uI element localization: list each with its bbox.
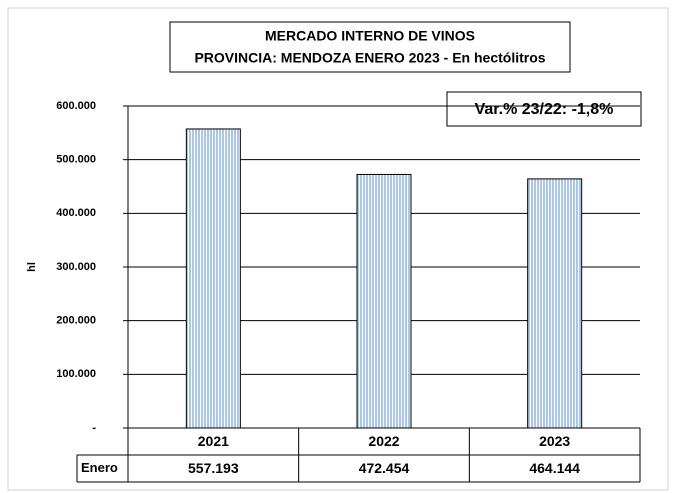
x-tick-label: 2021 [198, 433, 229, 449]
chart-title: MERCADO INTERNO DE VINOS [265, 28, 475, 44]
legend-label: Enero [81, 460, 118, 475]
data-label: 464.144 [529, 460, 580, 476]
y-tick-label: 400.000 [56, 207, 96, 219]
x-tick-label: 2023 [539, 433, 570, 449]
y-tick-label: 500.000 [56, 154, 96, 166]
y-tick-label: 600.000 [56, 100, 96, 112]
y-tick-label: 100.000 [56, 368, 96, 380]
y-tick-label: - [92, 422, 96, 434]
data-label: 472.454 [359, 460, 410, 476]
y-tick-label: 300.000 [56, 261, 96, 273]
title-box [169, 21, 571, 73]
annotation: Var.% 23/22: -1,8% [475, 101, 614, 118]
y-axis-label: hl [26, 262, 38, 272]
bar [185, 128, 241, 429]
annotation-box [446, 91, 642, 127]
chart-subtitle: PROVINCIA: MENDOZA ENERO 2023 - En hectó… [194, 50, 545, 66]
bar [356, 173, 412, 429]
y-tick-label: 200.000 [56, 315, 96, 327]
x-tick-label: 2022 [368, 433, 399, 449]
bar [527, 178, 583, 429]
data-label: 557.193 [188, 460, 239, 476]
